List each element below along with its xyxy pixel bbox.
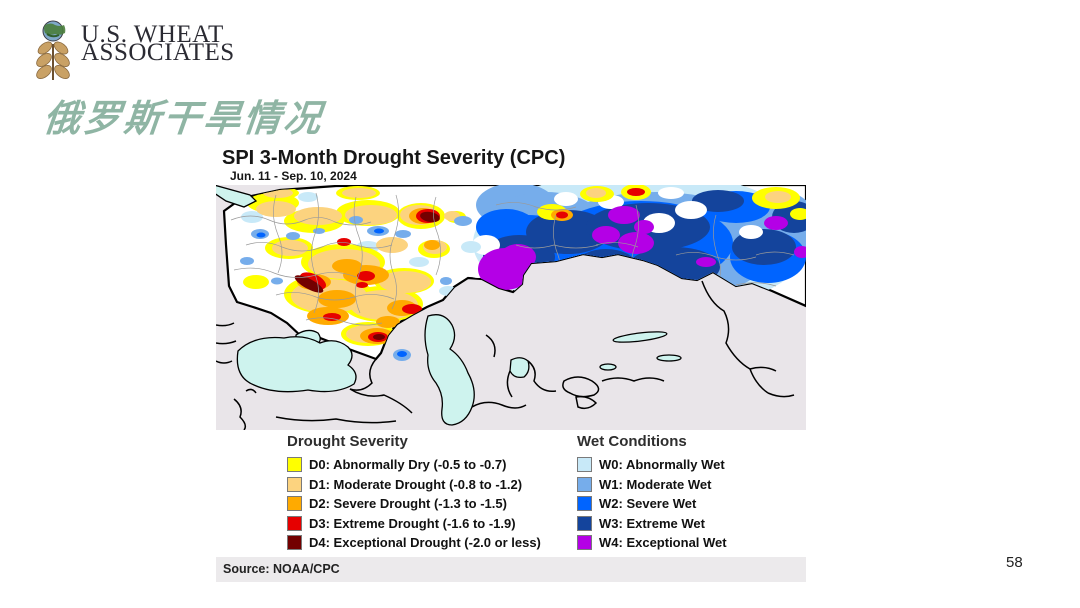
map-date-range: Jun. 11 - Sep. 10, 2024 [230,169,357,183]
legend-item-d3: D3: Extreme Drought (-1.6 to -1.9) [287,514,577,534]
legend-item-w2: W2: Severe Wet [577,494,727,514]
legend-item-d2: D2: Severe Drought (-1.3 to -1.5) [287,494,577,514]
d0-swatch [287,457,302,473]
source-text: Source: NOAA/CPC [223,561,340,576]
wheat-globe-logo-icon [36,20,70,80]
page-number: 58 [1006,554,1023,571]
d3-label: D3: Extreme Drought (-1.6 to -1.9) [309,515,516,531]
wet-legend: Wet Conditions W0: Abnormally Wet W1: Mo… [577,432,727,553]
w0-swatch [577,457,592,473]
water-bodies [216,185,682,426]
logo-line2: ASSOCIATES [81,39,235,66]
d4-swatch [287,535,302,551]
caspian-coast-wet-core [397,351,407,357]
d0-label: D0: Abnormally Dry (-0.5 to -0.7) [309,457,507,473]
d4-label: D4: Exceptional Drought (-2.0 or less) [309,535,541,551]
legend-item-w3: W3: Extreme Wet [577,514,727,534]
legend-item-w1: W1: Moderate Wet [577,475,727,495]
w4-swatch [577,535,592,551]
drought-map [216,185,806,430]
legend-item-w4: W4: Exceptional Wet [577,533,727,553]
country-borders [216,280,795,430]
map-title: SPI 3-Month Drought Severity (CPC) [222,147,566,169]
w2-label: W2: Severe Wet [599,496,697,512]
w3-label: W3: Extreme Wet [599,515,705,531]
d2-label: D2: Severe Drought (-1.3 to -1.5) [309,496,507,512]
d1-label: D1: Moderate Drought (-0.8 to -1.2) [309,476,523,492]
legend-item-d4: D4: Exceptional Drought (-2.0 or less) [287,533,577,553]
wet-legend-header: Wet Conditions [577,433,687,450]
content-panel: SPI 3-Month Drought Severity (CPC) Jun. … [216,146,806,582]
w1-label: W1: Moderate Wet [599,476,712,492]
logo-line1: U.S. WHEAT [81,21,224,48]
w1-swatch [577,476,592,492]
source-bar: Source: NOAA/CPC [216,556,806,582]
map-legend: Drought Severity D0: Abnormally Dry (-0.… [216,432,806,553]
logo-text: U.S. WHEAT ASSOCIATES [81,21,235,66]
drought-legend: Drought Severity D0: Abnormally Dry (-0.… [287,432,577,553]
d3-swatch [287,515,302,531]
d2-swatch [287,496,302,512]
drought-legend-header: Drought Severity [287,433,408,450]
d1-swatch [287,476,302,492]
w4-label: W4: Exceptional Wet [599,535,727,551]
slide-title: 俄罗斯干旱情况 [41,97,326,140]
legend-item-w0: W0: Abnormally Wet [577,455,727,475]
w0-label: W0: Abnormally Wet [599,457,725,473]
w2-swatch [577,496,592,512]
legend-item-d0: D0: Abnormally Dry (-0.5 to -0.7) [287,455,577,475]
uswheat-logo: U.S. WHEAT ASSOCIATES [31,20,235,82]
legend-item-d1: D1: Moderate Drought (-0.8 to -1.2) [287,475,577,495]
w3-swatch [577,515,592,531]
